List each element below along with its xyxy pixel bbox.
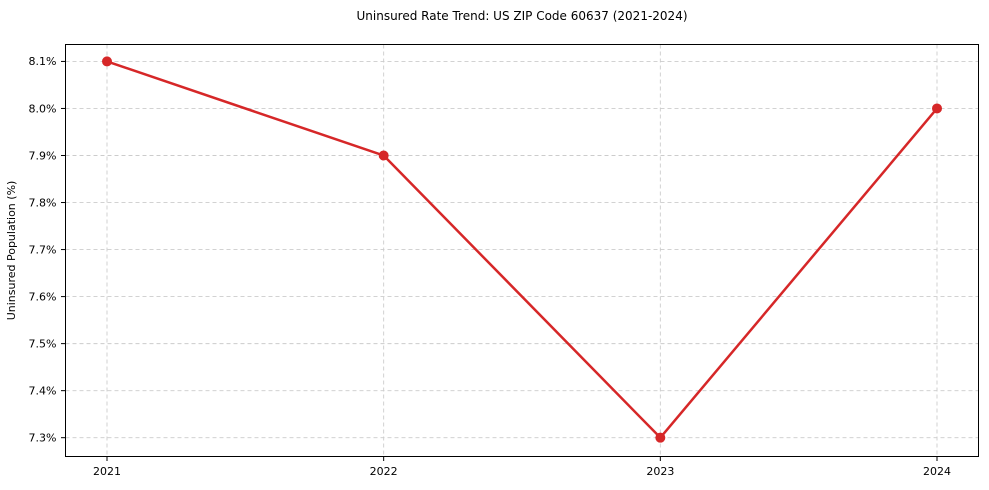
plot-border [65, 44, 979, 457]
y-axis-label: Uninsured Population (%) [5, 181, 18, 321]
y-tick-label: 8.0% [29, 102, 57, 115]
tick-layer: 2021 2022 2023 2024 7.3% 7.4% 7.5% 7.6% 7.7% 7.8%… [29, 55, 951, 478]
data-point-marker [102, 56, 112, 67]
series-layer [102, 56, 942, 443]
data-line [105, 60, 939, 439]
x-tick-label: 2023 [646, 465, 674, 478]
y-tick-label: 7.9% [29, 149, 57, 162]
x-tick-label: 2024 [923, 465, 951, 478]
y-tick-label: 7.3% [29, 431, 57, 444]
grid-layer [65, 44, 979, 457]
y-tick-label: 7.5% [29, 337, 57, 350]
y-tick-label: 8.1% [29, 55, 57, 68]
y-tick-label: 7.8% [29, 196, 57, 209]
chart-title: Uninsured Rate Trend: US ZIP Code 60637 … [356, 9, 687, 23]
y-tick-label: 7.7% [29, 243, 57, 256]
data-point-marker [932, 103, 942, 114]
data-point-marker [655, 432, 666, 443]
x-tick-label: 2022 [370, 465, 398, 478]
y-tick-label: 7.6% [29, 290, 57, 303]
plot-border-layer [65, 44, 979, 457]
data-point-marker [378, 150, 389, 161]
y-tick-label: 7.4% [29, 384, 57, 397]
x-tick-label: 2021 [93, 465, 121, 478]
